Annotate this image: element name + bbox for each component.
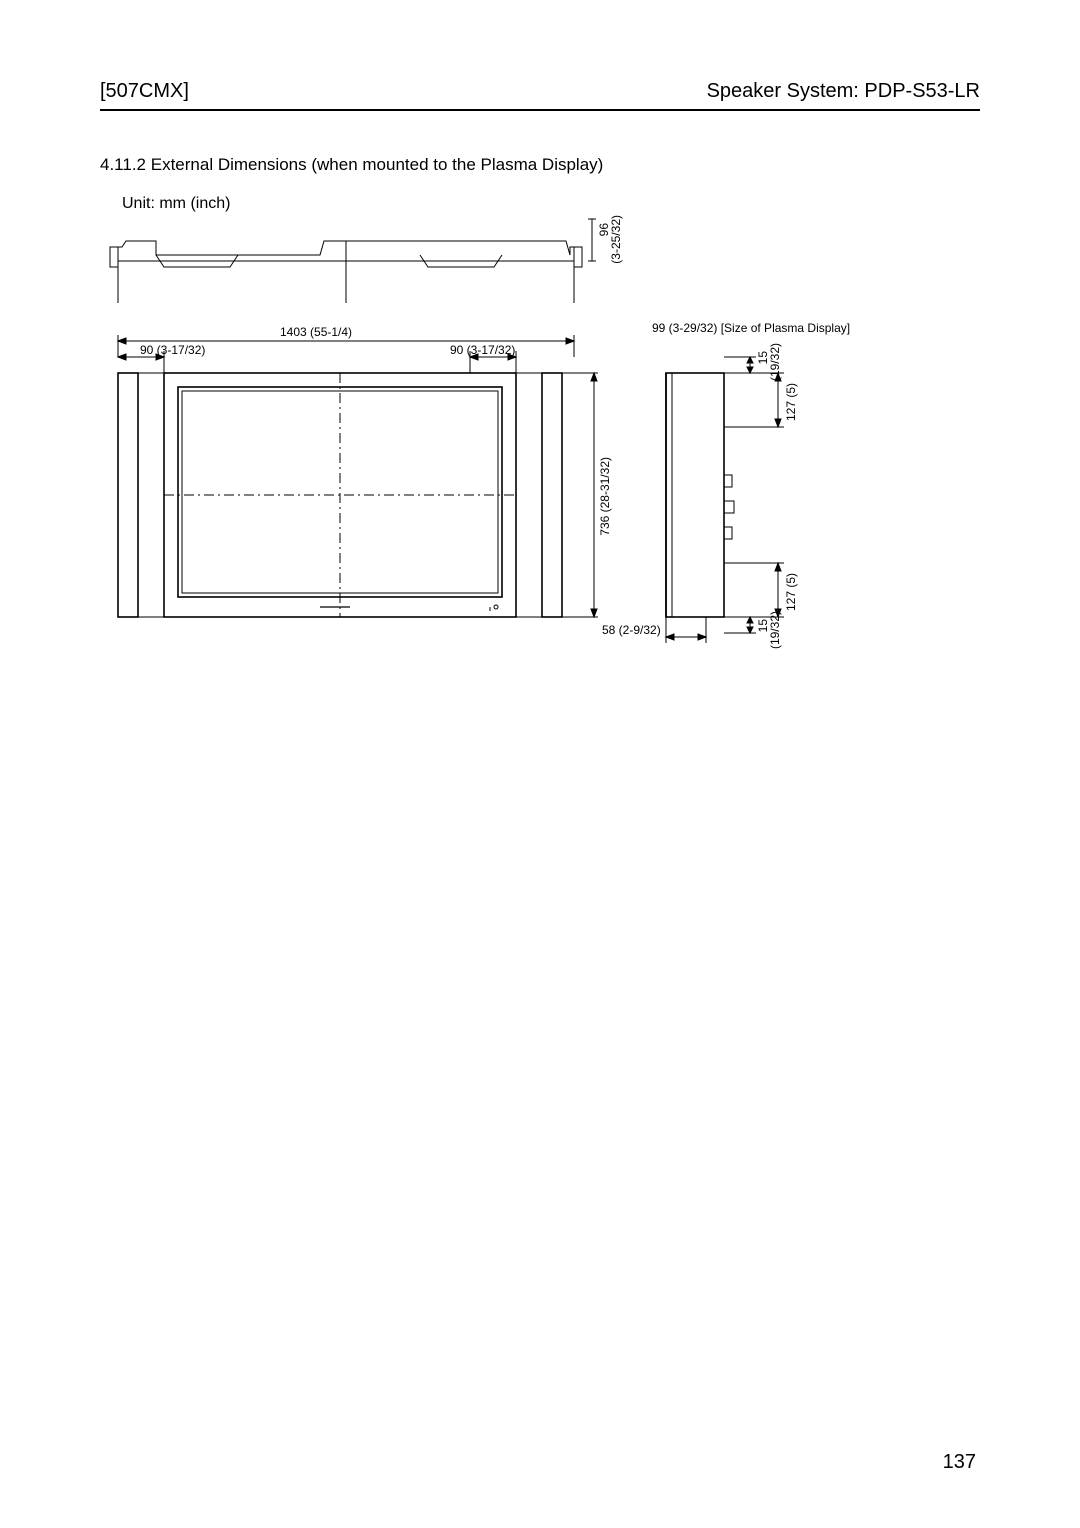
dim-127-bottom: 127 (5): [784, 573, 798, 611]
dim-15-top-inch: (19/32): [768, 343, 782, 381]
header-left: [507CMX]: [100, 80, 189, 103]
dim-90-left: 90 (3-17/32): [140, 343, 205, 357]
technical-diagram: 96 (3-25/32) 1403 (55-1/4) 90 (3-17/32) …: [100, 217, 980, 717]
header-right: Speaker System: PDP-S53-LR: [707, 80, 980, 103]
diagram-svg: [100, 217, 980, 717]
page: [507CMX] Speaker System: PDP-S53-LR 4.11…: [0, 0, 1080, 1528]
unit-label: Unit: mm (inch): [122, 195, 980, 213]
dim-15-bot-inch: (19/32): [768, 611, 782, 649]
dim-96-inch: (3-25/32): [609, 215, 623, 264]
section-title: 4.11.2 External Dimensions (when mounted…: [100, 155, 980, 175]
dim-127-top: 127 (5): [784, 383, 798, 421]
page-number: 137: [943, 1451, 976, 1474]
dim-99: 99 (3-29/32) [Size of Plasma Display]: [652, 321, 850, 335]
dim-90-right: 90 (3-17/32): [450, 343, 515, 357]
page-header: [507CMX] Speaker System: PDP-S53-LR: [100, 80, 980, 111]
dim-58: 58 (2-9/32): [602, 623, 661, 637]
dim-1403: 1403 (55-1/4): [280, 325, 352, 339]
dim-736: 736 (28-31/32): [598, 457, 612, 536]
